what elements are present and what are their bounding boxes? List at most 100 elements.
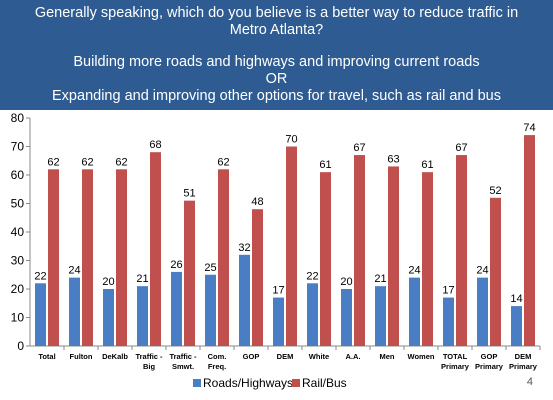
bar-rail [252, 209, 263, 346]
bar-roads [409, 277, 420, 346]
y-tick-label: 40 [11, 225, 25, 239]
category-label: TOTAL [443, 352, 468, 361]
slide-header: Generally speaking, which do you believe… [0, 0, 553, 110]
data-label-roads: 24 [476, 265, 488, 277]
legend-label-roads: Roads/Highways [203, 376, 293, 390]
data-label-rail: 61 [421, 159, 433, 171]
bar-rail [116, 169, 127, 346]
category-label: DEM [277, 352, 294, 361]
data-label-rail: 51 [183, 188, 195, 200]
category-label: Smwt. [172, 362, 194, 371]
data-label-roads: 17 [272, 285, 284, 297]
bar-rail [150, 152, 161, 346]
chart-bars [35, 135, 535, 346]
bar-roads [137, 286, 148, 346]
bar-roads [171, 271, 182, 346]
or-text: OR [265, 71, 288, 87]
data-label-rail: 67 [353, 142, 365, 154]
bar-roads [69, 277, 80, 346]
category-label: Primary [475, 362, 504, 371]
bar-rail [286, 146, 297, 346]
bar-rail [524, 135, 535, 346]
bar-roads [375, 286, 386, 346]
legend-swatch-rail [292, 379, 300, 387]
bar-roads [307, 283, 318, 346]
data-label-rail: 61 [319, 159, 331, 171]
category-label: White [309, 352, 329, 361]
bar-roads [205, 274, 216, 346]
bar-roads [103, 289, 114, 346]
bar-roads [273, 297, 284, 346]
category-label: Men [380, 352, 395, 361]
data-label-rail: 62 [81, 156, 93, 168]
data-label-rail: 68 [149, 139, 161, 151]
data-label-roads: 21 [374, 273, 386, 285]
bar-rail [82, 169, 93, 346]
page-number: 4 [526, 376, 533, 388]
bar-roads [35, 283, 46, 346]
data-label-roads: 17 [442, 285, 454, 297]
category-label: A.A. [346, 352, 361, 361]
bar-rail [388, 166, 399, 346]
data-label-roads: 26 [170, 259, 182, 271]
data-label-roads: 32 [238, 242, 250, 254]
data-label-roads: 24 [408, 265, 420, 277]
category-label: Total [38, 352, 55, 361]
data-label-roads: 20 [340, 276, 352, 288]
data-label-rail: 70 [285, 134, 297, 146]
legend-label-rail: Rail/Bus [302, 376, 347, 390]
y-tick-label: 50 [11, 197, 25, 211]
data-label-roads: 21 [136, 273, 148, 285]
data-label-roads: 22 [306, 270, 318, 282]
category-label: GOP [481, 352, 498, 361]
bar-chart: 0 10 20 30 40 50 60 70 80 22 62 Total 24 62 Fulton 20 6… [11, 111, 541, 390]
question-line-1: Generally speaking, which do you believe… [34, 5, 519, 21]
y-tick-label: 30 [11, 254, 25, 268]
bar-roads [341, 289, 352, 346]
option-roads-text: Building more roads and highways and imp… [73, 54, 480, 70]
category-label: Com. [208, 352, 227, 361]
category-label: Traffic - [135, 352, 163, 361]
y-tick-label: 0 [17, 339, 24, 353]
data-label-roads: 14 [510, 293, 522, 305]
category-label: DEM [515, 352, 532, 361]
y-tick-label: 10 [11, 311, 25, 325]
data-label-roads: 20 [102, 276, 114, 288]
data-label-roads: 22 [34, 270, 46, 282]
bar-rail [48, 169, 59, 346]
category-label: Primary [441, 362, 470, 371]
category-label: GOP [243, 352, 260, 361]
category-label: Traffic - [169, 352, 197, 361]
chart-legend: Roads/Highways Rail/Bus [193, 376, 347, 390]
legend-swatch-roads [193, 379, 201, 387]
data-label-roads: 24 [68, 265, 80, 277]
data-label-roads: 25 [204, 262, 216, 274]
question-line-2: Metro Atlanta? [229, 22, 324, 38]
data-label-rail: 48 [251, 196, 263, 208]
bar-rail [320, 172, 331, 346]
bar-rail [456, 155, 467, 346]
option-rail-text: Expanding and improving other options fo… [52, 88, 501, 104]
y-tick-label: 70 [11, 140, 25, 154]
y-tick-label: 20 [11, 282, 25, 296]
category-label: Freq. [208, 362, 226, 371]
bar-rail [354, 155, 365, 346]
y-tick-label: 60 [11, 168, 25, 182]
data-label-rail: 52 [489, 185, 501, 197]
bar-rail [490, 197, 501, 346]
data-label-rail: 67 [455, 142, 467, 154]
bar-rail [422, 172, 433, 346]
bar-rail [184, 200, 195, 346]
category-label: Big [143, 362, 156, 371]
bar-rail [218, 169, 229, 346]
data-label-rail: 62 [217, 156, 229, 168]
chart-labels: 22 62 Total 24 62 Fulton 20 62 DeKalb 21 68 Traffic… [34, 122, 537, 371]
bar-roads [477, 277, 488, 346]
bar-roads [239, 254, 250, 346]
bar-roads [511, 306, 522, 346]
category-label: Fulton [70, 352, 93, 361]
data-label-rail: 62 [115, 156, 127, 168]
chart-axes: 0 10 20 30 40 50 60 70 80 [11, 111, 541, 353]
y-tick-label: 80 [11, 111, 25, 125]
data-label-rail: 62 [47, 156, 59, 168]
